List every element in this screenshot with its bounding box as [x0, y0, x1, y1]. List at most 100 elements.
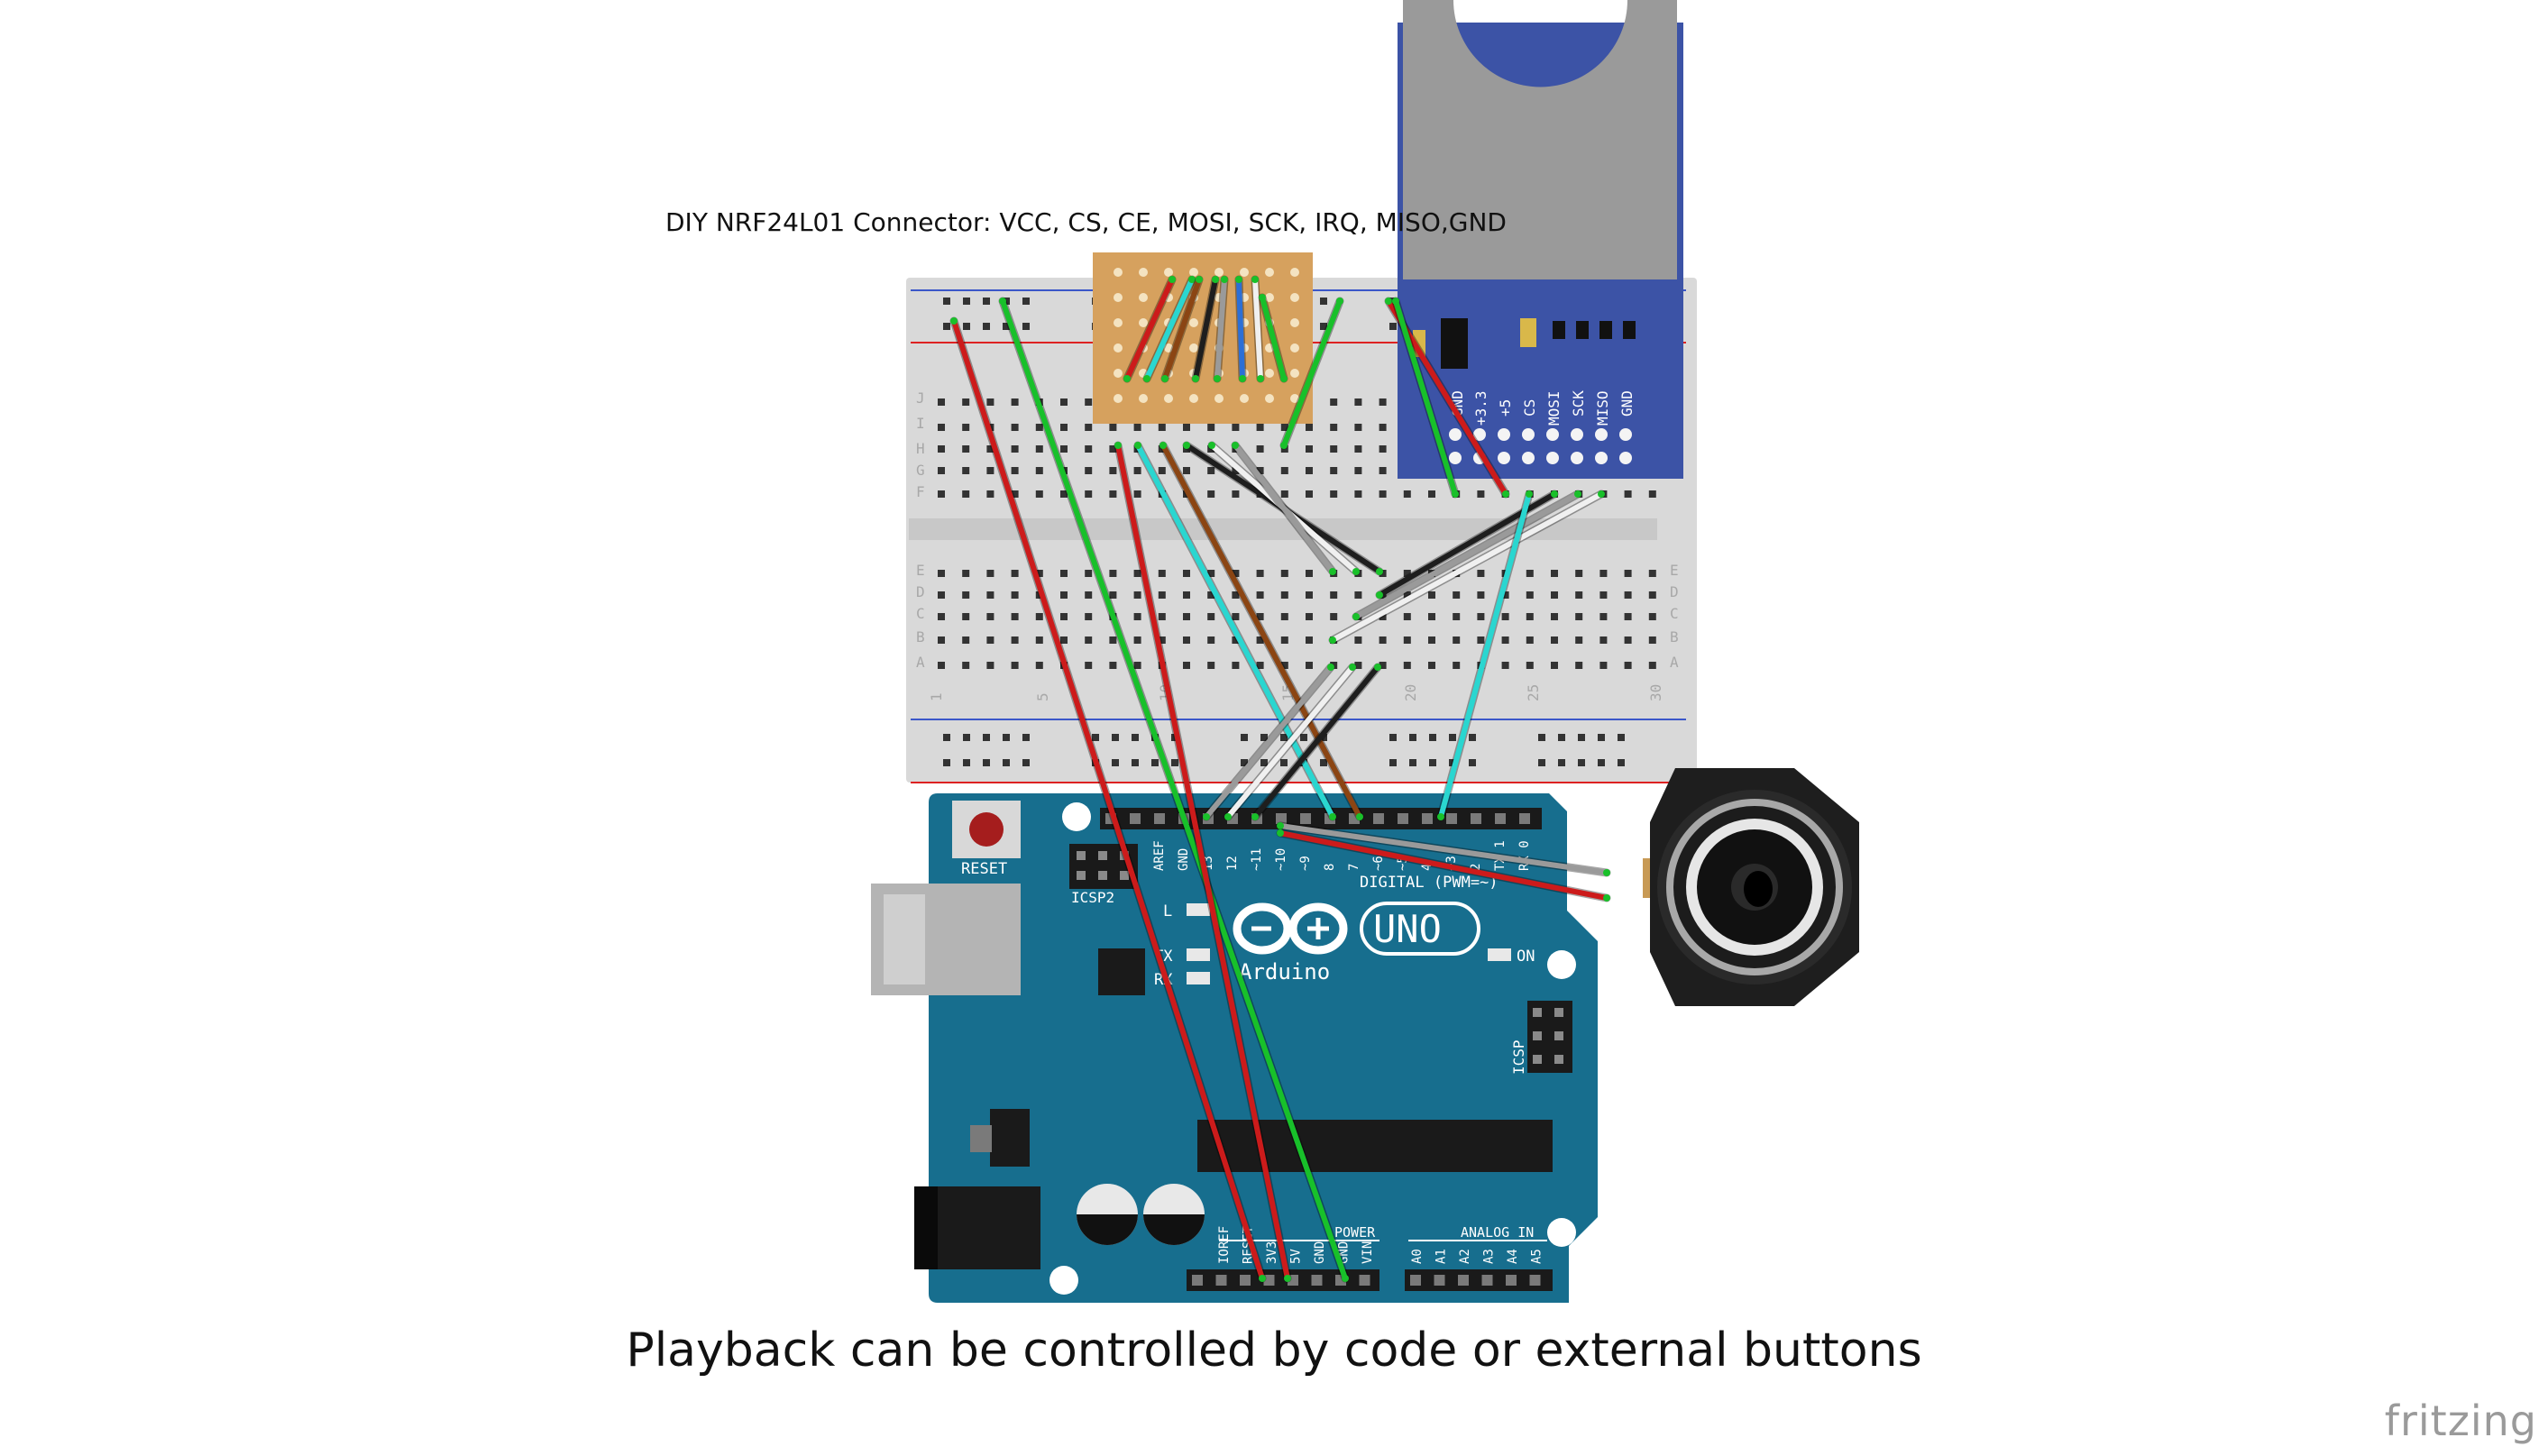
- digital-pin-header: [1100, 808, 1542, 829]
- wire-end: [1183, 442, 1190, 449]
- arduino-logo: UNO Arduino: [1233, 902, 1480, 984]
- speaker: [1643, 768, 1859, 1006]
- wire-end: [1280, 375, 1288, 382]
- wire-end: [1376, 591, 1383, 599]
- l-label: L: [1163, 902, 1172, 920]
- icsp2-label: ICSP2: [1071, 889, 1114, 906]
- wire-end: [1212, 276, 1219, 283]
- capacitor: [1143, 1184, 1205, 1245]
- sd-pin-label: MISO: [1594, 390, 1611, 426]
- wire: [1278, 823, 1609, 875]
- analog-label: ANALOG IN: [1461, 1224, 1534, 1241]
- wire: [1233, 443, 1335, 574]
- icsp-header: ICSP: [1510, 1001, 1572, 1075]
- row-letter: D: [1670, 583, 1679, 600]
- usb-chip: [1098, 948, 1145, 995]
- on-led: [1488, 948, 1511, 961]
- wire-end: [1329, 636, 1336, 644]
- wire-end: [1114, 442, 1122, 449]
- row-letter: H: [916, 440, 925, 457]
- sd-pin-label: GND: [1618, 390, 1636, 417]
- wire-end: [950, 317, 958, 325]
- wire-end: [1259, 294, 1266, 301]
- reset-label: RESET: [961, 860, 1007, 878]
- sd-card-module: GND +3.3 +5 CS MOSI SCK MISO GND: [1398, 0, 1683, 479]
- wire: [1135, 443, 1335, 820]
- wires: [949, 275, 1611, 1283]
- sd-pin-label: +5: [1497, 399, 1514, 417]
- analog-pin-label: A0: [1410, 1249, 1425, 1264]
- col-number: 5: [1034, 692, 1051, 701]
- wire-end: [1208, 442, 1215, 449]
- rx-led: [1187, 972, 1210, 984]
- analog-pin-label: A5: [1530, 1249, 1544, 1264]
- wire-end: [1452, 490, 1459, 498]
- wire-end: [1143, 375, 1150, 382]
- wire-end: [1352, 568, 1360, 575]
- wire-end: [1251, 276, 1259, 283]
- power-pin-label: IOREF: [1217, 1226, 1232, 1264]
- wire: [1393, 298, 1458, 497]
- col-number: 1: [928, 692, 945, 701]
- digital-pin-label: 2: [1469, 864, 1483, 871]
- bottom-power-rail: [943, 734, 1625, 766]
- row-letter: B: [1670, 628, 1679, 646]
- row-letter: A: [916, 654, 925, 671]
- wire: [951, 318, 1265, 1281]
- wire-end: [1192, 375, 1199, 382]
- wire-end: [1551, 490, 1558, 498]
- row-letter: I: [916, 415, 925, 432]
- row-letter: A: [1670, 654, 1679, 671]
- wire: [1162, 277, 1202, 381]
- wire: [1281, 298, 1343, 448]
- wire-end: [1257, 375, 1264, 382]
- col-number: 25: [1525, 684, 1542, 701]
- col-number: 30: [1647, 684, 1664, 701]
- row-letter: G: [916, 462, 925, 479]
- connector-caption: DIY NRF24L01 Connector: VCC, CS, CE, MOS…: [665, 207, 1507, 237]
- wire-end: [1329, 813, 1336, 820]
- wire-end: [1235, 276, 1242, 283]
- wire-end: [1169, 276, 1176, 283]
- digital-pin-label: 7: [1347, 864, 1361, 871]
- wire-end: [1161, 375, 1169, 382]
- wire-end: [1327, 664, 1334, 671]
- digital-pin-label: 4: [1420, 864, 1434, 871]
- wire: [1260, 295, 1287, 381]
- sd-card: [1403, 0, 1677, 279]
- row-letter: F: [916, 483, 925, 500]
- col-number: 20: [1402, 684, 1419, 701]
- voltage-regulator: [990, 1109, 1030, 1167]
- wire-end: [1356, 813, 1363, 820]
- wire-end: [1188, 276, 1196, 283]
- wire-end: [1277, 822, 1284, 829]
- wire-end: [1123, 375, 1131, 382]
- power-label: POWER: [1334, 1224, 1376, 1241]
- wire-end: [1251, 813, 1259, 820]
- wire: [1252, 664, 1380, 820]
- wire-end: [1603, 894, 1610, 902]
- wire-end: [1603, 869, 1610, 876]
- wire-end: [999, 298, 1006, 305]
- digital-pin-label: ~6: [1371, 856, 1386, 871]
- row-letter: C: [916, 605, 925, 622]
- sd-pin-label: MOSI: [1545, 390, 1563, 426]
- row-letter: E: [916, 562, 925, 579]
- wire-end: [1280, 442, 1288, 449]
- digital-pin-label: ~11: [1250, 848, 1264, 871]
- wire: [1278, 830, 1609, 901]
- wire: [1144, 277, 1195, 381]
- wire: [1000, 298, 1348, 1281]
- digital-pin-label: GND: [1177, 848, 1191, 871]
- digital-pin-label: ~10: [1274, 848, 1288, 871]
- analog-pin-label: A3: [1482, 1249, 1497, 1264]
- wire: [1438, 491, 1532, 820]
- row-letter: E: [1670, 562, 1679, 579]
- wire-end: [1196, 276, 1203, 283]
- wire-end: [1526, 490, 1533, 498]
- wire-end: [1502, 490, 1509, 498]
- wire-end: [1259, 1275, 1266, 1282]
- wire: [1160, 443, 1362, 820]
- power-pin-label: 3V3: [1265, 1241, 1279, 1264]
- wire: [1193, 277, 1218, 381]
